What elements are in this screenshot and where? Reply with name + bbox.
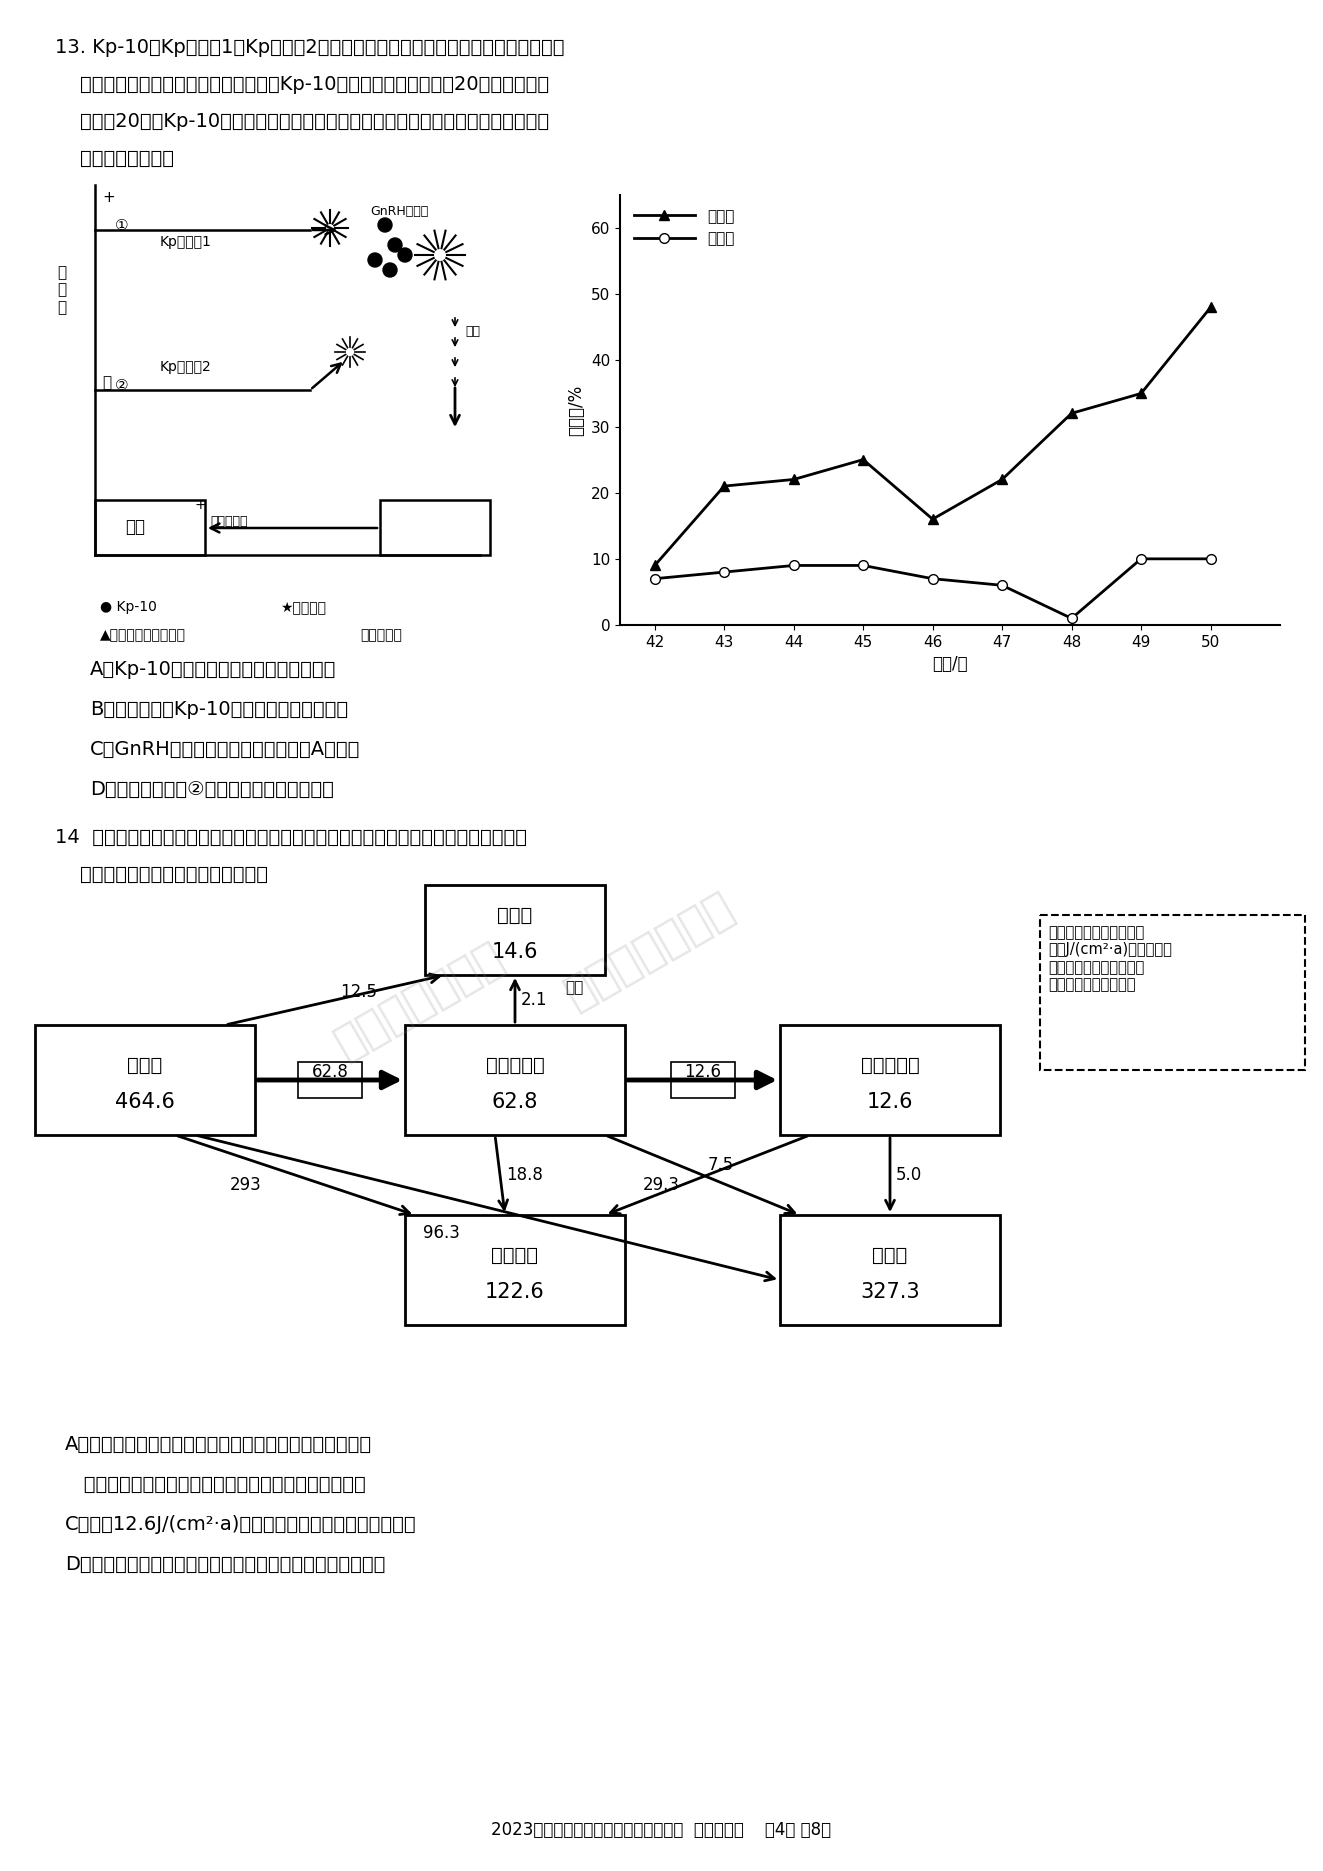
对照组 xyxy=(647,567,663,589)
Text: C．GnRH神经元位于下丘脑中，器官A为垂体: C．GnRH神经元位于下丘脑中，器官A为垂体 xyxy=(90,741,360,760)
Text: 行连续20日的Kp-10处理，然后从产蛋之日起统计每日的产蛋率，结果右下图所示。: 行连续20日的Kp-10处理，然后从产蛋之日起统计每日的产蛋率，结果右下图所示。 xyxy=(56,112,549,131)
实验组 xyxy=(855,449,871,471)
实验组 xyxy=(1132,382,1148,404)
Text: 122.6: 122.6 xyxy=(486,1282,545,1302)
Bar xyxy=(425,885,605,975)
Bar xyxy=(1040,915,1304,1070)
对照组 xyxy=(994,574,1009,597)
Text: 5.0: 5.0 xyxy=(896,1166,922,1184)
Text: 促性腺激素: 促性腺激素 xyxy=(210,515,247,528)
Bar xyxy=(380,500,490,556)
Text: Kp神经元1: Kp神经元1 xyxy=(160,236,212,249)
Bar xyxy=(405,1214,624,1325)
对照组 xyxy=(1132,548,1148,571)
X-axis label: 日龄/日: 日龄/日 xyxy=(933,655,968,674)
Legend: 实验组, 对照组: 实验组, 对照组 xyxy=(627,202,741,253)
Text: 植食性动物: 植食性动物 xyxy=(486,1055,544,1074)
Text: 一年中第二营养级的同化量大部分被自身呼吸作用消耗: 一年中第二营养级的同化量大部分被自身呼吸作用消耗 xyxy=(65,1474,365,1495)
实验组 xyxy=(1064,402,1080,425)
对照组 xyxy=(925,567,941,589)
Bar xyxy=(298,1063,363,1098)
Text: 12.5: 12.5 xyxy=(340,982,377,1001)
Text: 62.8: 62.8 xyxy=(492,1093,538,1111)
Text: D．鹌鹑通过途径②提高排卵期的雌激素水平: D．鹌鹑通过途径②提高排卵期的雌激素水平 xyxy=(90,780,333,799)
Text: 呼吸作用: 呼吸作用 xyxy=(492,1246,538,1265)
Text: 7.5: 7.5 xyxy=(708,1156,734,1173)
Circle shape xyxy=(382,264,397,277)
Text: ● Kp-10: ● Kp-10 xyxy=(101,601,157,614)
Text: GnRH神经元: GnRH神经元 xyxy=(370,206,429,219)
Bar xyxy=(781,1214,1000,1325)
Text: C．图中12.6J/(cm²·a)的能量都是属于第三营养级的能量: C．图中12.6J/(cm²·a)的能量都是属于第三营养级的能量 xyxy=(65,1516,417,1534)
Text: 14  科学家对一个结构相对简单的天然湖泊的能量流动进行了一年的定量分析，能量流动: 14 科学家对一个结构相对简单的天然湖泊的能量流动进行了一年的定量分析，能量流动 xyxy=(56,829,527,848)
Text: 图中数字为能量数值，单
位是J/(cm²·a)。为研究方
便起见，这里将肉食性动
物作为一个整体看待。: 图中数字为能量数值，单 位是J/(cm²·a)。为研究方 便起见，这里将肉食性动… xyxy=(1048,924,1172,992)
Text: 量来调控生殖活动。如左下图。为研究Kp-10对鹌鹑产蛋的影响，对20日龄的鹌鹑进: 量来调控生殖活动。如左下图。为研究Kp-10对鹌鹑产蛋的影响，对20日龄的鹌鹑进 xyxy=(56,75,549,94)
Text: +: + xyxy=(102,191,115,206)
Circle shape xyxy=(368,253,382,268)
Text: D．因多数能量未利用所以无法体现能量流动逐级递减的特点: D．因多数能量未利用所以无法体现能量流动逐级递减的特点 xyxy=(65,1555,385,1574)
Text: 293: 293 xyxy=(230,1177,262,1194)
Text: 分解者: 分解者 xyxy=(497,906,533,924)
Text: －表示抑制: －表示抑制 xyxy=(360,629,402,642)
Text: 2023年深圳市高三年级第二次调研考试  生物学试题    第4页 共8页: 2023年深圳市高三年级第二次调研考试 生物学试题 第4页 共8页 xyxy=(491,1820,831,1839)
Text: +: + xyxy=(194,498,206,513)
Text: 2.1: 2.1 xyxy=(521,992,548,1008)
实验组 xyxy=(1203,296,1218,318)
Text: 过程如下图所示。下列叙述正确的是: 过程如下图所示。下列叙述正确的是 xyxy=(56,864,269,883)
对照组 xyxy=(786,554,802,576)
Text: 327.3: 327.3 xyxy=(860,1282,919,1302)
Text: 生产者: 生产者 xyxy=(127,1055,163,1074)
Circle shape xyxy=(378,219,392,232)
Line: 对照组: 对照组 xyxy=(650,554,1216,623)
Text: 第一时间取最新: 第一时间取最新 xyxy=(558,885,742,1016)
Circle shape xyxy=(388,238,402,253)
实验组 xyxy=(925,507,941,529)
对照组 xyxy=(1203,548,1218,571)
Text: 96.3: 96.3 xyxy=(422,1224,459,1242)
Y-axis label: 产蛋率/%: 产蛋率/% xyxy=(568,384,585,436)
Text: 微量: 微量 xyxy=(464,326,480,339)
Text: A．Kp-10可以使鹌鹑产蛋的起始日龄提前: A．Kp-10可以使鹌鹑产蛋的起始日龄提前 xyxy=(90,660,336,679)
Text: 13. Kp-10是Kp神经元1与Kp神经元2产生的脑垂激素，它通过调节生物体内雌激素含: 13. Kp-10是Kp神经元1与Kp神经元2产生的脑垂激素，它通过调节生物体内… xyxy=(56,37,565,56)
Text: 卵巢: 卵巢 xyxy=(124,518,146,535)
Text: ②: ② xyxy=(115,378,128,393)
Text: 62.8: 62.8 xyxy=(311,1063,348,1081)
Circle shape xyxy=(398,249,411,262)
Text: 29.3: 29.3 xyxy=(643,1177,680,1194)
实验组 xyxy=(716,475,732,498)
Text: ▲促性腺激素释放激素: ▲促性腺激素释放激素 xyxy=(101,629,187,642)
Bar xyxy=(405,1025,624,1136)
Text: B．饲料中添加Kp-10更能提高鹌鹑的产蛋率: B．饲料中添加Kp-10更能提高鹌鹑的产蛋率 xyxy=(90,700,348,718)
对照组 xyxy=(1064,608,1080,631)
Line: 实验组: 实验组 xyxy=(650,303,1216,571)
Text: ①: ① xyxy=(115,219,128,234)
实验组 xyxy=(647,554,663,576)
Text: 12.6: 12.6 xyxy=(684,1063,721,1081)
Text: 刺
激
素: 刺 激 素 xyxy=(57,266,66,314)
Text: 微信搜索小猿答: 微信搜索小猿答 xyxy=(328,936,512,1065)
Bar xyxy=(34,1025,255,1136)
Text: 未利用: 未利用 xyxy=(872,1246,908,1265)
Text: 14.6: 14.6 xyxy=(492,941,538,962)
Bar xyxy=(671,1063,734,1098)
Text: A．一年中生产者的凋落物有一部分可能属于未利用的能量: A．一年中生产者的凋落物有一部分可能属于未利用的能量 xyxy=(65,1435,372,1454)
实验组 xyxy=(786,468,802,490)
实验组 xyxy=(994,468,1009,490)
Text: 肉食性动物: 肉食性动物 xyxy=(861,1055,919,1074)
Text: 微量: 微量 xyxy=(565,980,583,995)
Bar xyxy=(781,1025,1000,1136)
Bar xyxy=(95,500,205,556)
Text: ★表示促进: ★表示促进 xyxy=(280,601,325,614)
Text: 18.8: 18.8 xyxy=(505,1166,542,1184)
Text: 下列叙述合理的是: 下列叙述合理的是 xyxy=(56,150,175,168)
对照组 xyxy=(716,561,732,584)
Text: 464.6: 464.6 xyxy=(115,1093,175,1111)
Text: Kp神经元2: Kp神经元2 xyxy=(160,359,212,374)
Text: 12.6: 12.6 xyxy=(867,1093,913,1111)
对照组 xyxy=(855,554,871,576)
Text: －: － xyxy=(102,374,111,389)
